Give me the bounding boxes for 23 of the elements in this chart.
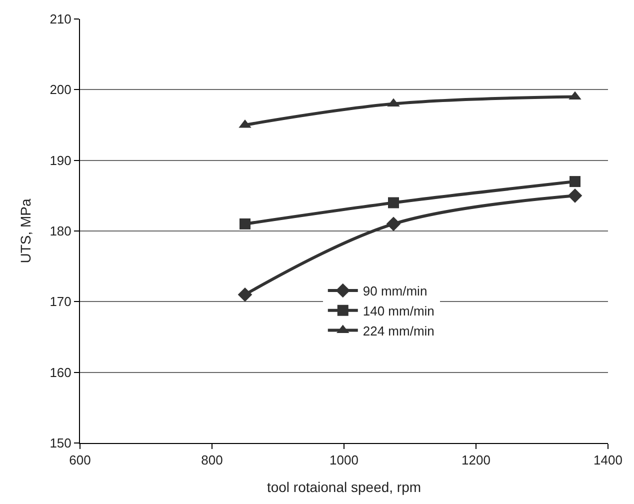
point <box>570 176 580 188</box>
x-tick-label: 1400 <box>594 452 622 468</box>
point <box>240 218 250 230</box>
y-tick-label: 180 <box>50 224 72 239</box>
point <box>568 188 582 203</box>
y-tick-label: 210 <box>50 12 72 27</box>
point <box>238 287 252 302</box>
point <box>388 197 399 208</box>
point <box>386 216 401 232</box>
x-tick-label: 1200 <box>462 452 490 468</box>
legend-label: 90 mm/min <box>362 284 428 299</box>
y-tick-label: 170 <box>50 294 72 310</box>
x-tick-label: 800 <box>201 452 223 468</box>
y-tick-label: 200 <box>50 82 72 98</box>
legend-label: 140 mm/min <box>362 303 434 318</box>
y-tick-label: 190 <box>50 152 72 168</box>
y-axis-title: UTS, MPa <box>17 198 34 264</box>
x-axis-title: tool rotaional speed, rpm <box>266 478 422 495</box>
x-tick-label: 600 <box>69 452 91 468</box>
y-tick-label: 160 <box>50 364 72 380</box>
x-tick-label: 1000 <box>330 452 358 468</box>
y-tick-label: 150 <box>50 436 72 451</box>
legend-label: 224 mm/min <box>362 323 434 338</box>
